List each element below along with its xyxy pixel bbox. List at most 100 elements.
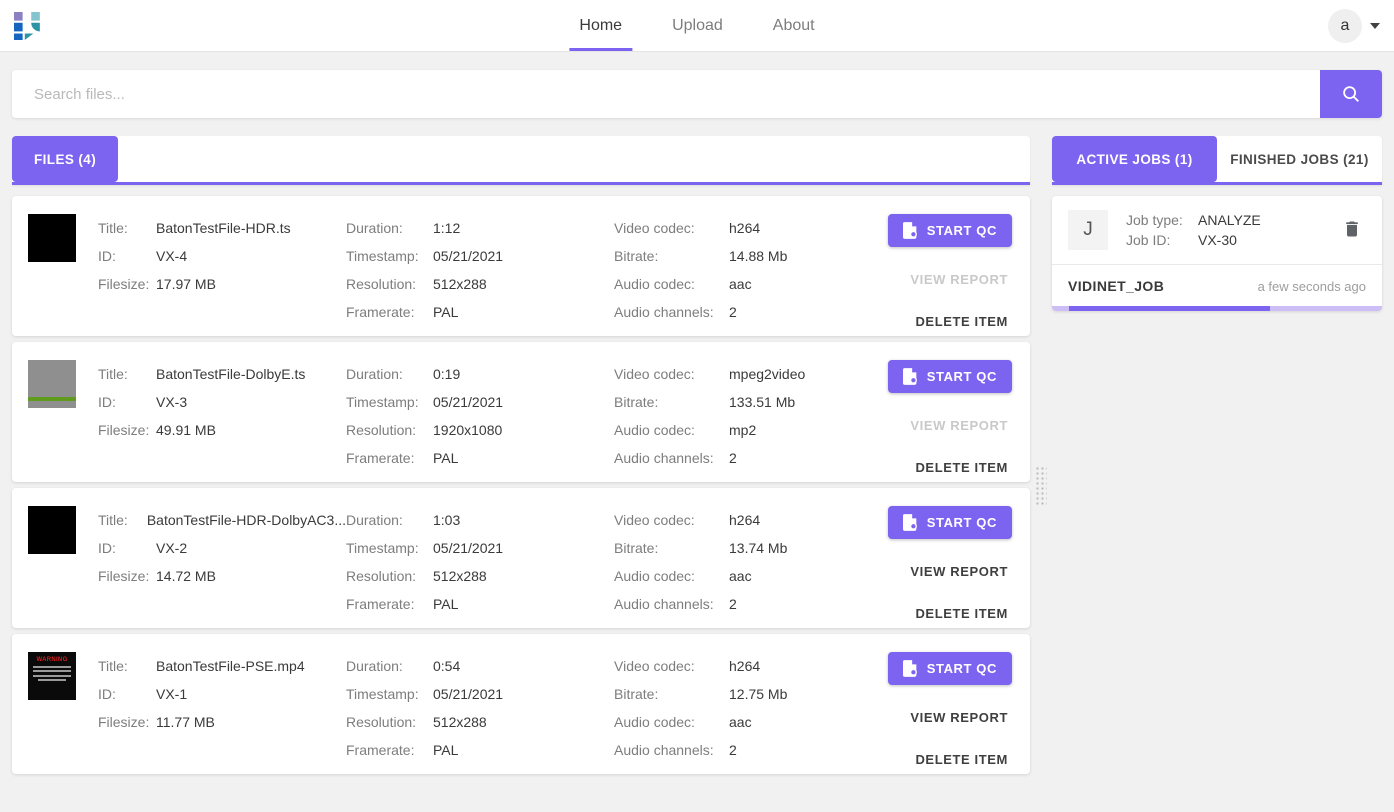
file-audio-codec: mp2 [729,422,757,438]
timestamp-label: Timestamp: [346,248,419,264]
file-filesize: 11.77 MB [156,714,215,730]
search-button[interactable] [1320,70,1382,118]
bitrate-label: Bitrate: [614,686,659,702]
file-bitrate: 133.51 Mb [729,394,796,410]
duration-label: Duration: [346,512,403,528]
file-audio-channels: 2 [729,596,737,612]
panel-gutter [1030,136,1052,774]
nav-upload[interactable]: Upload [672,16,723,34]
view-report-button[interactable]: VIEW REPORT [906,562,1012,581]
main-nav: Home Upload About [569,0,824,51]
bitrate-label: Bitrate: [614,394,659,410]
id-label: ID: [98,248,116,264]
start-qc-button[interactable]: START QC [887,360,1012,393]
framerate-label: Framerate: [346,742,415,758]
audio-channels-label: Audio channels: [614,304,714,320]
title-label: Title: [98,512,128,528]
audio-codec-label: Audio codec: [614,714,695,730]
file-video-codec: mpeg2video [729,366,806,382]
file-bitrate: 14.88 Mb [729,248,788,264]
file-filesize: 49.91 MB [156,422,216,438]
warning-slate: WARNING [32,657,72,681]
job-name: VIDINET_JOB [1068,278,1165,294]
file-id: VX-4 [156,248,188,264]
filesize-label: Filesize: [98,276,150,292]
file-thumbnail[interactable]: WARNING [28,652,76,700]
divider [1052,264,1382,265]
app-logo-icon[interactable] [14,11,42,40]
file-audio-codec: aac [729,714,752,730]
start-qc-label: START QC [926,369,997,384]
file-duration: 0:54 [433,658,461,674]
filesize-label: Filesize: [98,568,150,584]
delete-item-button[interactable]: DELETE ITEM [911,750,1012,769]
app-header: Home Upload About a [0,0,1394,52]
audio-codec-label: Audio codec: [614,568,695,584]
file-framerate: PAL [433,450,459,466]
duration-label: Duration: [346,366,403,382]
job-progress-fill [1068,306,1270,311]
nav-about[interactable]: About [772,16,815,34]
tab-finished-jobs[interactable]: FINISHED JOBS (21) [1230,151,1369,167]
delete-item-button[interactable]: DELETE ITEM [911,458,1012,477]
chevron-down-icon[interactable] [1370,22,1380,29]
title-label: Title: [98,658,128,674]
file-thumbnail[interactable] [28,506,76,554]
search-input[interactable] [12,70,1320,118]
video-codec-label: Video codec: [614,220,695,236]
file-card: Title: BatonTestFile-HDR.ts ID: VX-4 Files… [12,196,1030,336]
video-codec-label: Video codec: [614,512,695,528]
video-codec-label: Video codec: [614,366,695,382]
audio-channels-label: Audio channels: [614,450,714,466]
file-audio-channels: 2 [729,304,737,320]
file-card: Title: BatonTestFile-DolbyE.ts ID: VX-3 Fi… [12,342,1030,482]
file-duration: 1:03 [433,512,461,528]
delete-item-button[interactable]: DELETE ITEM [911,604,1012,623]
start-qc-button[interactable]: START QC [887,652,1012,685]
view-report-button[interactable]: VIEW REPORT [906,708,1012,727]
file-timestamp: 05/21/2021 [433,248,504,264]
tab-active-jobs[interactable]: ACTIVE JOBS (1) [1052,136,1217,182]
resolution-label: Resolution: [346,422,417,438]
file-timestamp: 05/21/2021 [433,686,504,702]
tab-files[interactable]: FILES (4) [12,136,119,182]
start-qc-button[interactable]: START QC [887,506,1012,539]
file-thumbnail[interactable] [28,214,76,262]
file-video-codec: h264 [729,220,761,236]
file-id: VX-1 [156,686,188,702]
audio-channels-label: Audio channels: [614,742,714,758]
file-list: Title: BatonTestFile-HDR.ts ID: VX-4 Files… [12,196,1030,774]
file-audio-channels: 2 [729,742,737,758]
avatar[interactable]: a [1328,8,1362,43]
nav-home[interactable]: Home [569,0,632,51]
start-qc-label: START QC [926,223,997,238]
file-timestamp: 05/21/2021 [433,394,504,410]
file-title: BatonTestFile-HDR-DolbyAC3... [146,512,346,528]
qc-file-icon [902,514,917,531]
file-resolution: 512x288 [433,276,487,292]
start-qc-button[interactable]: START QC [887,214,1012,247]
file-framerate: PAL [433,304,459,320]
resolution-label: Resolution: [346,714,417,730]
filesize-label: Filesize: [98,714,150,730]
user-menu[interactable]: a [1328,8,1380,43]
delete-item-button[interactable]: DELETE ITEM [911,312,1012,331]
timestamp-label: Timestamp: [346,540,419,556]
audio-channels-label: Audio channels: [614,596,714,612]
view-report-button[interactable]: VIEW REPORT [906,270,1012,289]
duration-label: Duration: [346,220,403,236]
jobs-tabbar: ACTIVE JOBS (1) FINISHED JOBS (21) [1052,136,1382,185]
search-icon [1343,86,1359,102]
framerate-label: Framerate: [346,304,415,320]
panel-resize-handle[interactable] [1035,466,1047,506]
job-type-label: Job type: [1126,212,1183,228]
trash-icon [1346,221,1358,236]
file-bitrate: 13.74 Mb [729,540,788,556]
delete-job-button[interactable] [1338,214,1366,247]
jobs-panel: ACTIVE JOBS (1) FINISHED JOBS (21) J Job… [1052,136,1382,311]
file-title: BatonTestFile-PSE.mp4 [156,658,305,674]
file-audio-channels: 2 [729,450,737,466]
view-report-button[interactable]: VIEW REPORT [906,416,1012,435]
files-panel: FILES (4) Title: BatonTestFile-HDR.ts ID:… [12,136,1030,774]
file-thumbnail[interactable] [28,360,76,408]
